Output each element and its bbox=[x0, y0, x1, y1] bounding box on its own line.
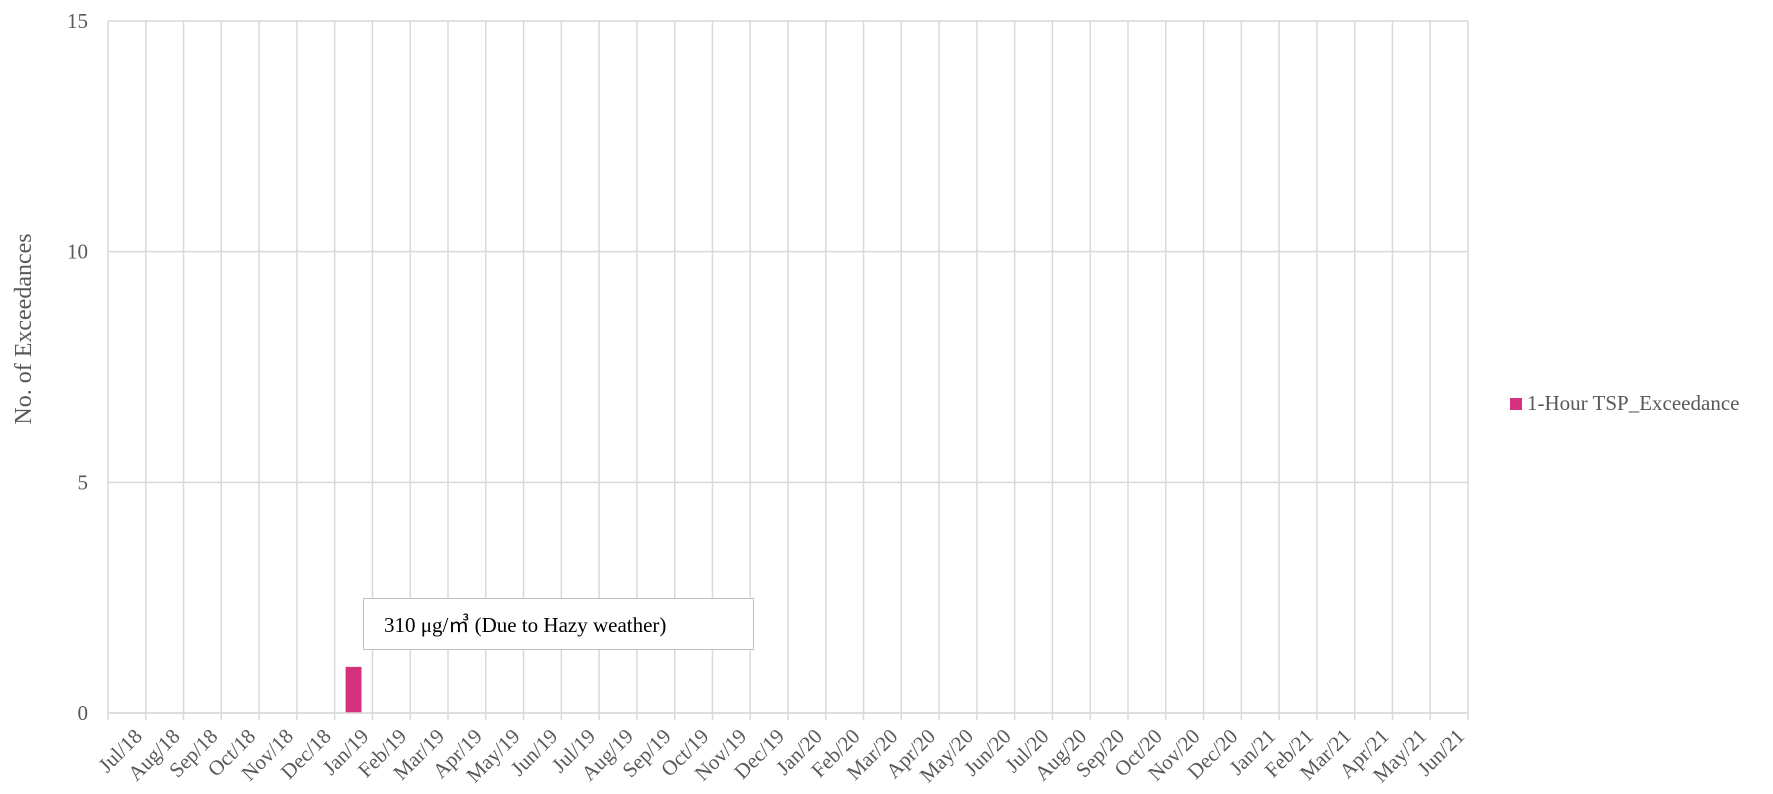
bar bbox=[345, 666, 362, 713]
legend-label: 1-Hour TSP_Exceedance bbox=[1527, 391, 1740, 415]
y-tick-labels: 0 5 10 15 bbox=[67, 9, 88, 725]
grid bbox=[107, 20, 1469, 714]
annotation-text: 310 μg/㎥ (Due to Hazy weather) bbox=[384, 613, 667, 637]
y-tick-label: 5 bbox=[78, 470, 89, 494]
axes bbox=[107, 712, 1469, 720]
y-tick-label: 15 bbox=[67, 9, 88, 33]
legend: 1-Hour TSP_Exceedance bbox=[1510, 391, 1739, 416]
y-tick-label: 10 bbox=[67, 240, 88, 264]
legend-swatch bbox=[1510, 397, 1522, 410]
y-axis-title: No. of Exceedances bbox=[11, 233, 37, 424]
annotation-box: 310 μg/㎥ (Due to Hazy weather) bbox=[363, 598, 754, 650]
bars bbox=[345, 666, 362, 713]
y-tick-label: 0 bbox=[78, 701, 89, 725]
x-tick-labels: Jul/18Aug/18Sep/18Oct/18Nov/18Dec/18Jan/… bbox=[94, 724, 1469, 787]
